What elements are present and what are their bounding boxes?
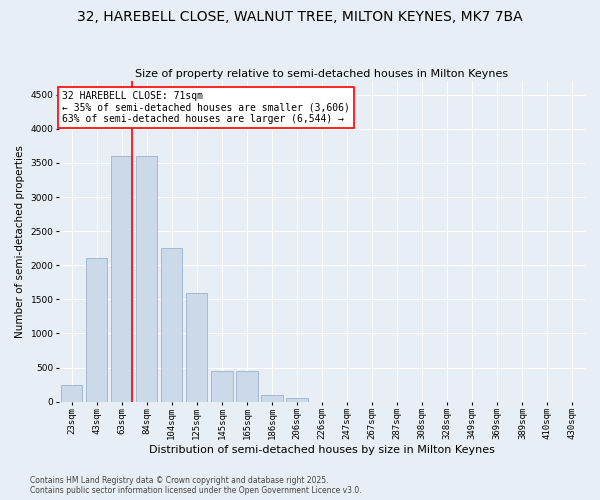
- Bar: [236, 371, 257, 402]
- Bar: [211, 371, 233, 402]
- Bar: [262, 395, 283, 402]
- Bar: [161, 248, 182, 402]
- Y-axis label: Number of semi-detached properties: Number of semi-detached properties: [15, 145, 25, 338]
- Bar: [136, 156, 157, 402]
- Text: Contains HM Land Registry data © Crown copyright and database right 2025.
Contai: Contains HM Land Registry data © Crown c…: [30, 476, 362, 495]
- Text: 32 HAREBELL CLOSE: 71sqm
← 35% of semi-detached houses are smaller (3,606)
63% o: 32 HAREBELL CLOSE: 71sqm ← 35% of semi-d…: [62, 91, 350, 124]
- Bar: [286, 398, 308, 402]
- X-axis label: Distribution of semi-detached houses by size in Milton Keynes: Distribution of semi-detached houses by …: [149, 445, 495, 455]
- Title: Size of property relative to semi-detached houses in Milton Keynes: Size of property relative to semi-detach…: [136, 69, 509, 79]
- Bar: [186, 292, 208, 402]
- Bar: [86, 258, 107, 402]
- Bar: [111, 156, 133, 402]
- Text: 32, HAREBELL CLOSE, WALNUT TREE, MILTON KEYNES, MK7 7BA: 32, HAREBELL CLOSE, WALNUT TREE, MILTON …: [77, 10, 523, 24]
- Bar: [61, 384, 82, 402]
